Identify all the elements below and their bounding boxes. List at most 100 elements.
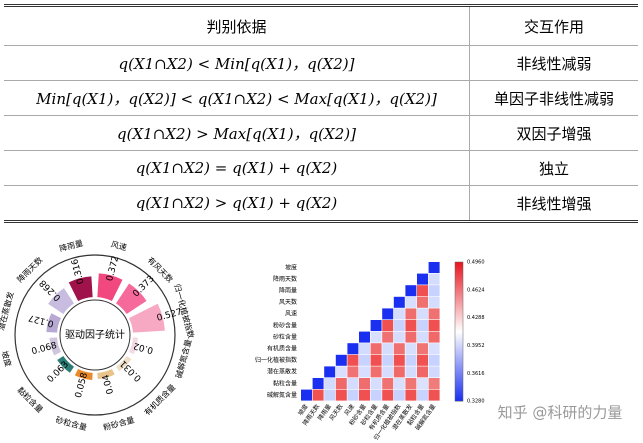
heatmap-cell <box>359 366 370 378</box>
radial-bar <box>97 273 123 301</box>
watermark: 知乎 @科研的力量 <box>498 404 623 422</box>
heatmap-cell <box>417 285 428 297</box>
heatmap-cell <box>382 343 394 355</box>
heatmap-cell <box>370 378 382 389</box>
colorbar-tick: 0.3616 <box>467 371 485 377</box>
heatmap-row-label: 降雨量 <box>279 287 297 295</box>
colorbar-tick: 0.4960 <box>467 260 485 266</box>
heatmap-cell <box>417 296 428 308</box>
criterion-cell: q(X1∩X2) > q(X1) + q(X2) <box>4 185 470 222</box>
heatmap-cell <box>359 389 370 401</box>
criterion-cell: Min[q(X1)，q(X2)] < q(X1∩X2) < Max[q(X1)，… <box>4 80 470 116</box>
heatmap-cell <box>382 378 394 389</box>
heatmap-row-label: 潜在蒸散发 <box>267 368 297 376</box>
heatmap-cell <box>347 343 359 355</box>
heatmap-cell <box>359 331 370 343</box>
colorbar-tick: 0.3280 <box>467 399 485 405</box>
heatmap-cell <box>428 285 440 297</box>
heatmap-cell <box>405 308 417 320</box>
interaction-cell: 非线性减弱 <box>469 45 638 81</box>
heatmap-cell <box>417 366 428 378</box>
heatmap-row-label: 砂粒含量 <box>273 333 297 341</box>
heatmap-cell <box>428 262 440 273</box>
heatmap-cell <box>428 343 440 355</box>
category-label: 降雨天数 <box>15 255 45 285</box>
heatmap-cell <box>428 366 440 378</box>
heatmap-cell <box>359 354 370 366</box>
radial-bar <box>129 303 165 333</box>
heatmap-cell <box>312 378 324 389</box>
category-label: 风速 <box>110 240 128 253</box>
header-row: 判别依据 交互作用 <box>4 5 638 46</box>
heatmap-row-label: 有机质含量 <box>267 345 297 353</box>
heatmap-cell <box>335 366 347 378</box>
category-label: 砂粒含量 <box>55 414 88 432</box>
header-cell: 判别依据 <box>4 5 470 46</box>
heatmap-cell <box>417 343 428 355</box>
heatmap-cell <box>359 343 370 355</box>
table-row: q(X1∩X2) > Max[q(X1)，q(X2)] 双因子增强 <box>4 115 638 151</box>
heatmap-cell <box>417 320 428 331</box>
radial-bar <box>115 355 132 372</box>
heatmap-cell <box>347 366 359 378</box>
category-label: 有机质含量 <box>142 382 177 417</box>
heatmap-cell <box>393 354 405 366</box>
heatmap-cell <box>335 378 347 389</box>
heatmap-cell <box>370 389 382 401</box>
table-row: q(X1∩X2) < Min[q(X1)，q(X2)] 非线性减弱 <box>4 45 638 81</box>
heatmap-cell <box>370 331 382 343</box>
heatmap-cell <box>405 378 417 389</box>
header-cell: 交互作用 <box>469 5 638 46</box>
heatmap-cell <box>393 366 405 378</box>
interaction-cell: 双因子增强 <box>469 115 638 151</box>
radial-bar <box>115 283 147 315</box>
heatmap-cell <box>405 389 417 401</box>
heatmap-cell <box>405 354 417 366</box>
bar-value: 0.04 <box>101 373 116 395</box>
criterion-cell: q(X1∩X2) = q(X1) + q(X2) <box>4 150 470 186</box>
bar-value: 0.031 <box>119 358 144 383</box>
bar-value: 0.373 <box>131 274 156 299</box>
criterion-cell: q(X1∩X2) > Max[q(X1)，q(X2)] <box>4 115 470 151</box>
heatmap-cell <box>370 366 382 378</box>
heatmap-cell <box>393 296 405 308</box>
heatmap-cell <box>324 378 336 389</box>
heatmap-cell <box>335 354 347 366</box>
heatmap-cell <box>428 273 440 285</box>
bar-value: 0.063 <box>46 360 71 385</box>
heatmap-cell <box>347 389 359 401</box>
heatmap-cell <box>393 343 405 355</box>
heatmap-cell <box>405 285 417 297</box>
heatmap-row-label: 粉砂含量 <box>273 321 297 329</box>
outer-ring <box>14 254 176 416</box>
category-label: 潜在蒸散发 <box>0 290 16 331</box>
heatmap-cell <box>405 331 417 343</box>
heatmap-cell <box>382 354 394 366</box>
heatmap-cell <box>393 320 405 331</box>
inner-ring <box>59 299 131 371</box>
heatmap-cell <box>417 354 428 366</box>
interaction-cell: 非线性增强 <box>469 185 638 222</box>
category-label: 黏粒含量 <box>15 385 45 415</box>
heatmap-cell <box>324 366 336 378</box>
heatmap-cell <box>382 389 394 401</box>
heatmap-cell <box>417 378 428 389</box>
heatmap-cell <box>382 331 394 343</box>
category-label: 坡度 <box>0 350 14 368</box>
heatmap-row-label: 碱解氮含量 <box>267 391 297 399</box>
colorbar-tick: 0.3952 <box>467 343 485 349</box>
heatmap-row-label: 风天数 <box>279 298 297 306</box>
heatmap-cell <box>428 389 440 401</box>
heatmap-row-label: 风速 <box>285 311 297 318</box>
heatmap-cell <box>417 389 428 401</box>
heatmap-cell <box>324 389 336 401</box>
heatmap-cell <box>370 320 382 331</box>
category-label: 降雨量 <box>58 238 84 254</box>
heatmap-row-label: 黏粒含量 <box>273 379 297 387</box>
heatmap-cell <box>382 308 394 320</box>
heatmap-cell <box>347 354 359 366</box>
heatmap-cell <box>405 296 417 308</box>
heatmap-cell <box>382 320 394 331</box>
table-row: Min[q(X1)，q(X2)] < q(X1∩X2) < Max[q(X1)，… <box>4 80 638 116</box>
